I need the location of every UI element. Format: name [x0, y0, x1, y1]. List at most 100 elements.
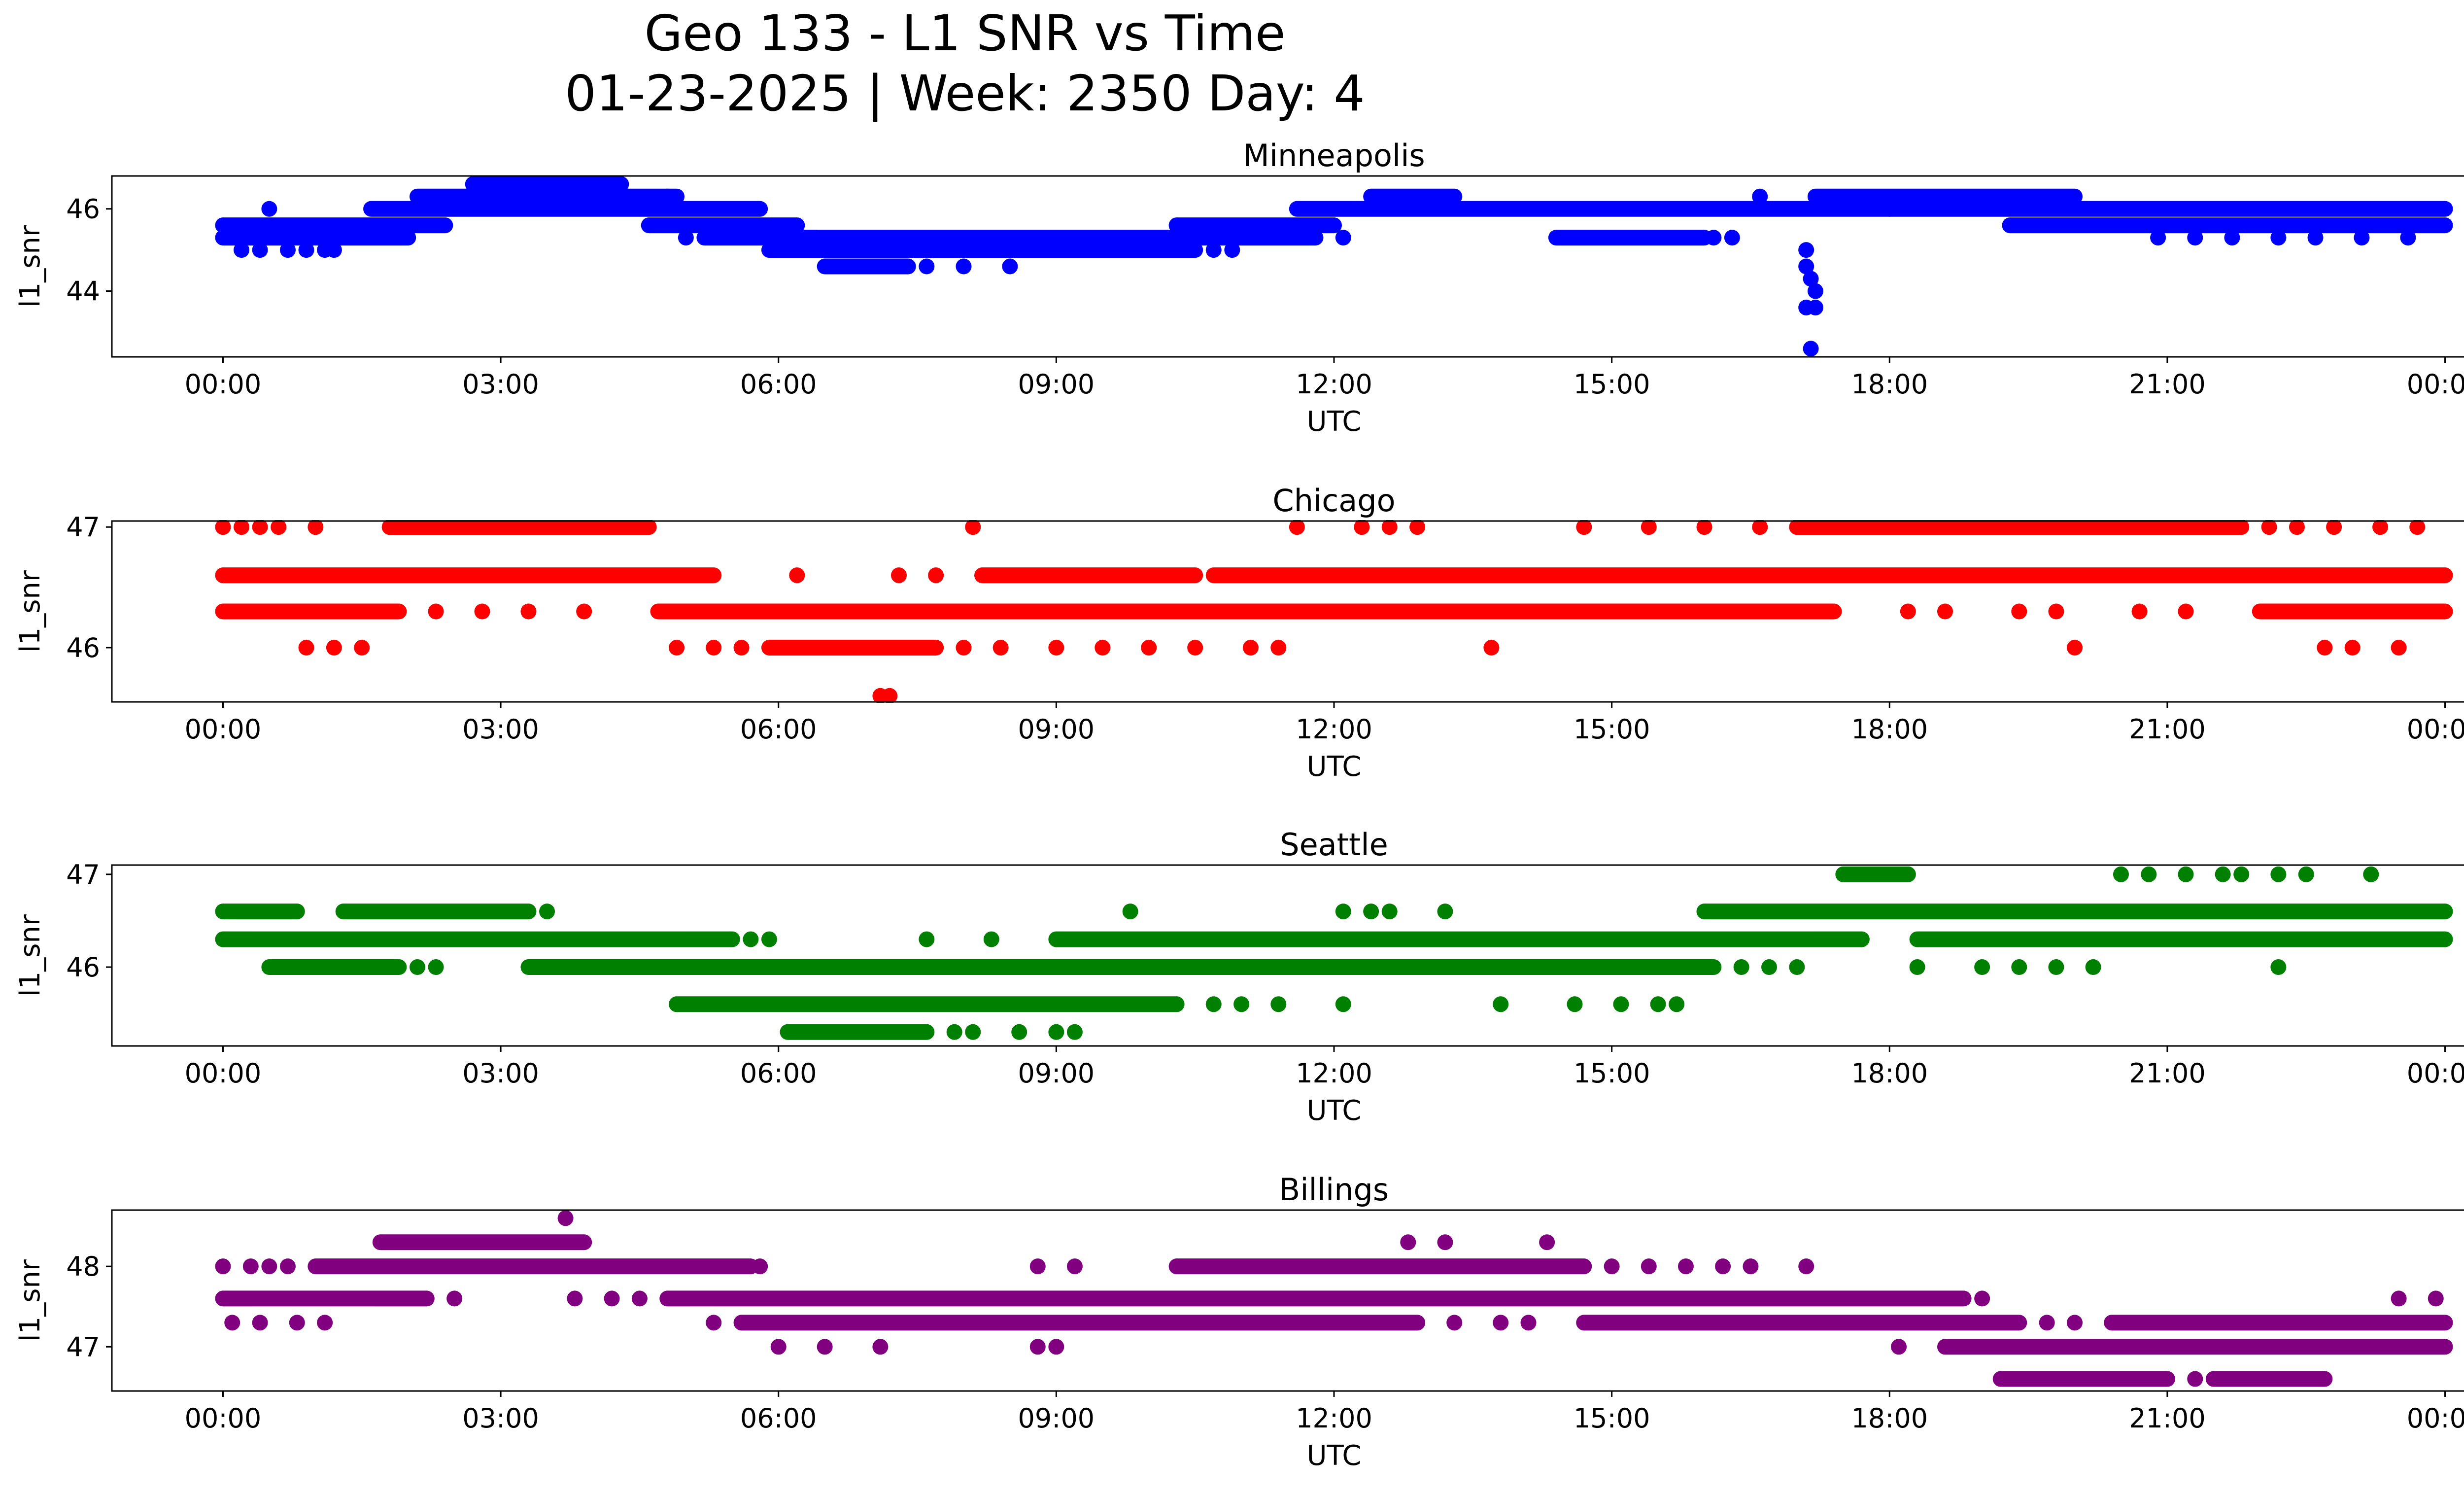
data-point	[1205, 242, 1222, 258]
point-run	[2104, 1315, 2453, 1331]
x-tick-label: 00:00	[185, 369, 262, 400]
x-tick-label: 18:00	[1851, 1403, 1928, 1434]
data-point	[1095, 639, 1111, 656]
y-axis-label: l1_snr	[14, 570, 46, 653]
data-point	[576, 603, 592, 620]
y-tick-label: 48	[66, 1251, 100, 1282]
figure-title-line-1: Geo 133 - L1 SNR vs Time	[645, 4, 1286, 62]
data-point	[770, 1339, 787, 1355]
point-run	[761, 639, 944, 656]
data-point	[1011, 1024, 1027, 1040]
data-point	[1335, 996, 1351, 1012]
point-run	[215, 603, 407, 620]
data-point	[761, 931, 777, 947]
y-axis-label: l1_snr	[14, 914, 46, 997]
series-chicago	[215, 520, 2453, 703]
data-point	[317, 1315, 333, 1331]
data-point	[2215, 866, 2231, 882]
data-point	[1233, 996, 1250, 1012]
point-run	[817, 258, 916, 275]
data-point	[631, 1290, 648, 1307]
data-point	[520, 603, 537, 620]
data-point	[2326, 520, 2342, 535]
x-tick-label: 12:00	[1296, 1058, 1372, 1089]
data-point	[1270, 996, 1287, 1012]
data-point	[882, 688, 898, 703]
data-point	[1650, 996, 1666, 1012]
point-run	[520, 959, 1722, 975]
data-point	[2317, 639, 2333, 656]
data-point	[234, 520, 250, 535]
subplot-minneapolis: Minneapolis 00:00 03:00 06:00 09:00 12:00 15:0…	[14, 138, 2464, 438]
data-point	[1242, 639, 1259, 656]
point-run	[974, 567, 1203, 584]
data-point	[2428, 1290, 2444, 1307]
data-point	[1122, 904, 1138, 920]
data-point	[1803, 271, 1819, 287]
point-run	[215, 567, 722, 584]
data-point	[872, 1339, 889, 1355]
data-point	[1613, 996, 1629, 1012]
point-run	[669, 996, 1185, 1012]
data-point	[1807, 283, 1823, 299]
data-point	[308, 520, 324, 535]
data-point	[1641, 1258, 1657, 1275]
data-point	[326, 242, 342, 258]
x-tick-label: 21:00	[2129, 369, 2206, 400]
data-point	[1048, 1024, 1064, 1040]
data-point	[2085, 959, 2101, 975]
point-run	[1576, 1315, 2027, 1331]
data-point	[1900, 603, 1916, 620]
data-point	[1363, 904, 1379, 920]
x-tick-label: 12:00	[1296, 1403, 1372, 1434]
point-run	[465, 176, 629, 192]
data-point	[1029, 1258, 1046, 1275]
x-tick-label: 21:00	[2129, 1058, 2206, 1089]
data-point	[252, 1315, 268, 1331]
x-tick-label: 00:00	[185, 1403, 262, 1434]
x-tick-label: 03:00	[462, 369, 539, 400]
point-run	[1937, 1339, 2453, 1355]
x-axis-label: UTC	[1306, 1095, 1361, 1127]
data-point	[539, 904, 555, 920]
data-point	[279, 242, 296, 258]
data-point	[965, 520, 981, 535]
data-point	[2270, 959, 2287, 975]
point-run	[215, 230, 416, 246]
data-point	[567, 1290, 583, 1307]
data-point	[2261, 520, 2277, 535]
point-run	[1363, 188, 1463, 205]
data-point	[1141, 639, 1157, 656]
subplot-seattle: Seattle 00:00 03:00 06:00 09:00 12:00 15:00 18:…	[14, 827, 2464, 1127]
x-tick-label: 21:00	[2129, 714, 2206, 745]
x-tick-label: 03:00	[462, 714, 539, 745]
point-run	[363, 201, 768, 217]
x-tick-label: 00:00	[2407, 369, 2464, 400]
data-point	[1520, 1315, 1537, 1331]
x-axis-label: UTC	[1306, 1440, 1361, 1472]
data-point	[354, 639, 370, 656]
point-run	[215, 217, 453, 234]
data-point	[1567, 996, 1583, 1012]
data-point	[289, 1315, 305, 1331]
point-run	[2252, 603, 2453, 620]
data-point	[669, 639, 685, 656]
data-point	[1641, 520, 1657, 535]
point-run	[1882, 201, 2453, 217]
x-tick-label: 09:00	[1018, 1403, 1095, 1434]
x-tick-label: 12:00	[1296, 714, 1372, 745]
point-run	[641, 217, 805, 234]
data-point	[1803, 341, 1819, 357]
data-point	[2150, 230, 2166, 246]
data-point	[1807, 299, 1823, 315]
data-point	[1937, 603, 1953, 620]
x-tick-label: 15:00	[1574, 1403, 1650, 1434]
x-axis-label: UTC	[1306, 406, 1361, 438]
data-point	[1187, 639, 1203, 656]
x-tick-label: 06:00	[740, 369, 817, 400]
data-point	[2067, 1315, 2083, 1331]
y-tick-label: 46	[66, 632, 100, 663]
data-point	[298, 242, 314, 258]
point-run	[1992, 1371, 2175, 1387]
